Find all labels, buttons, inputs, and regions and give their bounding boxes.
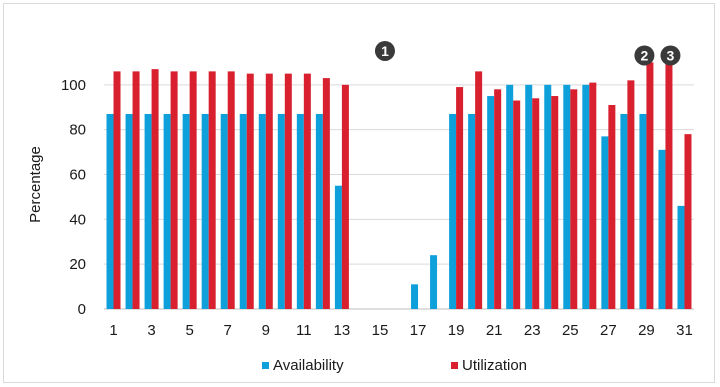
bar-availability-20 [468, 113, 476, 309]
annotation-marker-2 [634, 45, 655, 66]
x-tick-label-11: 11 [296, 322, 312, 339]
y-tick-label-0: 0 [78, 301, 86, 318]
bar-availability-30 [658, 149, 666, 309]
bar-utilization-1 [113, 71, 121, 309]
bar-availability-12 [315, 113, 323, 309]
annotation-label-3: 3 [667, 47, 675, 63]
x-tick-label-1: 1 [109, 322, 117, 339]
bar-availability-11 [296, 113, 304, 309]
bar-utilization-3 [151, 69, 159, 310]
x-tick-label-29: 29 [638, 322, 655, 339]
bar-availability-23 [525, 84, 533, 309]
bar-utilization-8 [246, 73, 254, 309]
bar-availability-27 [601, 136, 609, 309]
bar-utilization-31 [684, 134, 692, 309]
bars [106, 62, 692, 310]
bar-availability-28 [620, 113, 628, 309]
bar-utilization-7 [227, 71, 235, 309]
bar-availability-8 [239, 113, 247, 309]
y-tick-label-100: 100 [61, 77, 86, 94]
bar-availability-2 [125, 113, 133, 309]
legend-label-utilization: Utilization [462, 357, 527, 374]
x-tick-label-17: 17 [410, 322, 427, 339]
bar-utilization-26 [589, 82, 597, 309]
bar-utilization-13 [341, 84, 349, 309]
bar-availability-9 [258, 113, 266, 309]
x-axis-ticks: 1 3 5 7 9 11 13 15 17 19 21 23 25 27 29 31 [109, 322, 692, 339]
x-tick-label-9: 9 [262, 322, 270, 339]
y-axis-title: Percentage [27, 146, 44, 223]
bar-availability-13 [334, 185, 342, 309]
bar-utilization-5 [189, 71, 197, 309]
bar-availability-29 [639, 113, 647, 309]
bar-utilization-30 [665, 62, 673, 309]
y-tick-label-60: 60 [69, 167, 86, 184]
legend: Availability Utilization [262, 357, 527, 374]
annotation-label-1: 1 [381, 43, 389, 59]
bar-utilization-11 [303, 73, 311, 309]
x-tick-label-7: 7 [224, 322, 232, 339]
x-tick-label-15: 15 [372, 322, 389, 339]
x-tick-label-5: 5 [185, 322, 193, 339]
chart-frame [3, 3, 715, 383]
y-tick-label-40: 40 [69, 211, 86, 228]
y-axis-ticks: 0 20 40 60 80 100 [61, 77, 86, 318]
x-tick-label-21: 21 [486, 322, 503, 339]
bar-utilization-22 [513, 100, 521, 310]
bar-utilization-24 [551, 96, 559, 310]
bar-utilization-6 [208, 71, 216, 309]
x-tick-label-13: 13 [334, 322, 351, 339]
x-tick-label-19: 19 [448, 322, 465, 339]
bar-utilization-29 [646, 62, 654, 309]
bar-availability-31 [677, 205, 685, 309]
legend-swatch-availability [262, 362, 269, 369]
bar-availability-1 [106, 113, 114, 309]
legend-swatch-utilization [451, 362, 458, 369]
bar-utilization-20 [475, 71, 483, 309]
bar-utilization-2 [132, 71, 140, 309]
bar-utilization-27 [608, 105, 616, 309]
y-tick-label-80: 80 [69, 122, 86, 139]
x-tick-label-23: 23 [524, 322, 541, 339]
bar-availability-19 [449, 113, 457, 309]
x-tick-label-25: 25 [562, 322, 579, 339]
bar-utilization-19 [456, 87, 464, 309]
bar-utilization-10 [284, 73, 292, 309]
bar-utilization-4 [170, 71, 178, 309]
bar-availability-21 [487, 96, 495, 310]
bar-utilization-21 [494, 89, 502, 309]
bar-availability-26 [582, 84, 590, 309]
annotations: 1 2 3 [374, 40, 681, 66]
annotation-marker-1 [374, 40, 395, 61]
x-tick-label-3: 3 [147, 322, 155, 339]
bar-utilization-23 [532, 98, 540, 310]
bar-availability-4 [163, 113, 171, 309]
bar-utilization-9 [265, 73, 273, 309]
bar-availability-3 [144, 113, 152, 309]
bar-availability-24 [544, 84, 552, 309]
bar-utilization-12 [322, 78, 330, 309]
y-tick-label-20: 20 [69, 256, 86, 273]
bar-availability-6 [201, 113, 209, 309]
bar-availability-25 [563, 84, 571, 309]
legend-label-availability: Availability [273, 357, 344, 374]
bar-utilization-28 [627, 80, 635, 309]
x-tick-label-27: 27 [600, 322, 617, 339]
bar-availability-17 [411, 284, 419, 309]
bar-availability-18 [430, 255, 438, 309]
bar-availability-7 [220, 113, 228, 309]
bar-utilization-25 [570, 89, 578, 309]
x-tick-label-31: 31 [676, 322, 693, 339]
bar-availability-22 [506, 84, 514, 309]
annotation-label-2: 2 [641, 47, 649, 63]
bar-availability-5 [182, 113, 190, 309]
bar-availability-10 [277, 113, 285, 309]
annotation-marker-3 [660, 45, 681, 66]
